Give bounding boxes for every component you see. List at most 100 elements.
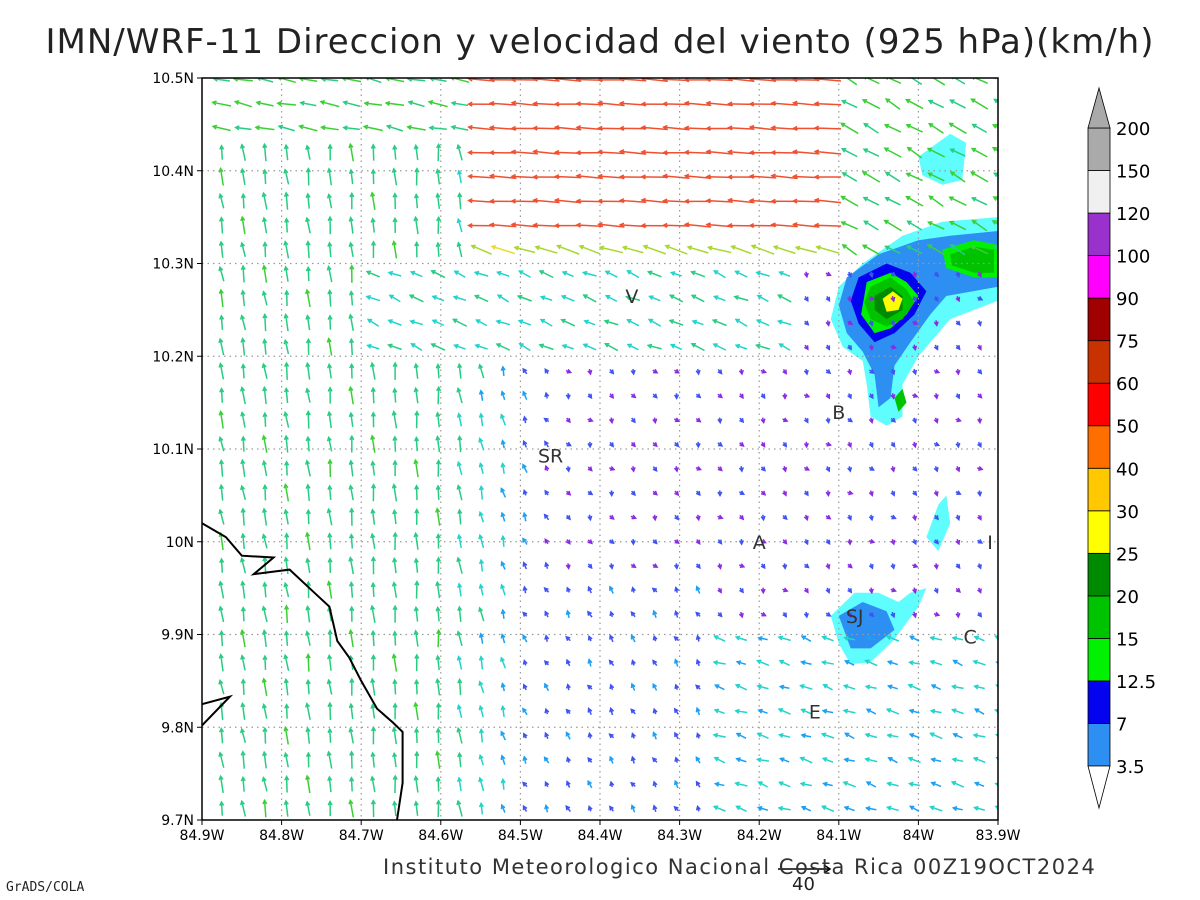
wind-arrow: [457, 362, 463, 379]
wind-arrow: [800, 708, 812, 715]
wind-arrow: [779, 757, 790, 763]
wind-arrow: [868, 417, 874, 425]
wind-arrow: [748, 222, 777, 229]
wind-arrow: [522, 439, 528, 448]
wind-arrow: [392, 361, 398, 380]
software-credit: GrADS/COLA: [6, 880, 85, 895]
wind-arrow: [844, 660, 855, 666]
y-tick-label: 10N: [166, 535, 194, 551]
wind-arrow: [630, 514, 637, 520]
colorbar-label: 25: [1116, 544, 1139, 565]
wind-arrow: [544, 440, 549, 448]
wind-arrow: [713, 781, 725, 787]
wind-arrow: [868, 563, 874, 570]
wind-arrow: [630, 393, 637, 399]
y-tick-label: 10.3N: [152, 257, 194, 273]
wind-arrow: [326, 580, 333, 599]
wind-arrow: [813, 174, 842, 180]
wind-arrow: [652, 682, 658, 691]
wind-arrow: [392, 604, 398, 623]
wind-arrow: [930, 757, 942, 763]
wind-arrow: [413, 531, 419, 550]
wind-arrow: [385, 124, 404, 132]
wind-arrow: [566, 586, 571, 593]
wind-arrow: [609, 683, 615, 690]
wind-arrow: [370, 483, 377, 502]
wind-arrow: [999, 491, 1002, 495]
wind-arrow: [370, 532, 376, 550]
wind-arrow: [908, 732, 920, 739]
wind-arrow: [803, 611, 809, 619]
colorbar-segment: [1087, 510, 1111, 554]
x-tick-label: 84.4W: [577, 828, 622, 844]
wind-arrow: [283, 143, 289, 161]
wind-arrow: [495, 319, 511, 326]
wind-arrow: [977, 490, 983, 497]
wind-arrow: [603, 319, 619, 326]
wind-arrow: [457, 605, 463, 622]
wind-arrow: [799, 781, 812, 787]
wind-arrow: [933, 417, 939, 424]
reference-vector-label: 40: [792, 874, 815, 895]
wind-arrow: [642, 244, 667, 255]
wind-arrow: [803, 344, 809, 351]
wind-arrow: [630, 610, 636, 618]
wind-arrow: [734, 318, 748, 327]
wind-arrow: [365, 295, 381, 302]
wind-arrow: [262, 483, 268, 501]
wind-arrow: [544, 780, 550, 788]
wind-arrow: [933, 368, 941, 374]
wind-arrow: [539, 295, 553, 301]
wind-arrow: [887, 757, 898, 764]
wind-arrow: [756, 732, 769, 739]
wind-arrow: [695, 417, 702, 423]
wind-arrow: [995, 684, 998, 689]
wind-arrow: [999, 588, 1003, 592]
wind-arrow: [283, 410, 290, 428]
wind-arrow: [782, 368, 788, 375]
wind-arrow: [825, 587, 831, 594]
reference-vector: [778, 864, 832, 874]
wind-arrow: [370, 460, 376, 476]
wind-arrow: [652, 490, 658, 496]
wind-arrow: [283, 265, 289, 282]
wind-arrow: [582, 294, 597, 303]
wind-arrow: [630, 417, 636, 424]
wind-arrow: [597, 198, 625, 204]
wind-arrow: [825, 563, 831, 570]
wind-arrow: [262, 726, 268, 744]
wind-arrow: [908, 660, 920, 666]
wind-arrow: [565, 466, 571, 473]
wind-arrow: [413, 192, 420, 209]
wind-arrow: [365, 270, 381, 278]
wind-arrow: [544, 634, 550, 642]
wind-arrow: [739, 393, 744, 400]
wind-arrow: [327, 215, 333, 235]
wind-arrow: [478, 632, 484, 644]
wind-arrow: [847, 611, 853, 619]
wind-arrow: [500, 413, 507, 426]
wind-arrow: [478, 461, 484, 475]
wind-arrow: [955, 344, 961, 351]
wind-arrow: [305, 653, 311, 672]
wind-arrow: [825, 344, 831, 351]
wind-arrow: [587, 393, 593, 400]
wind-arrow: [478, 680, 485, 694]
wind-arrow: [456, 386, 463, 404]
colorbar-low-end: [1087, 765, 1111, 810]
wind-arrow: [565, 417, 571, 424]
wind-arrow: [283, 556, 289, 575]
wind-arrow: [695, 563, 701, 570]
wind-arrow: [748, 101, 777, 107]
wind-arrow: [905, 123, 923, 133]
wind-arrow: [695, 634, 701, 642]
wind-arrow: [890, 368, 896, 376]
wind-arrow: [478, 606, 485, 622]
wind-arrow: [478, 533, 485, 549]
wind-arrow: [277, 124, 295, 132]
wind-arrow: [630, 804, 636, 813]
wind-arrow: [690, 294, 705, 303]
wind-arrow: [240, 628, 246, 648]
wind-arrow: [500, 487, 507, 498]
wind-arrow: [456, 143, 463, 161]
